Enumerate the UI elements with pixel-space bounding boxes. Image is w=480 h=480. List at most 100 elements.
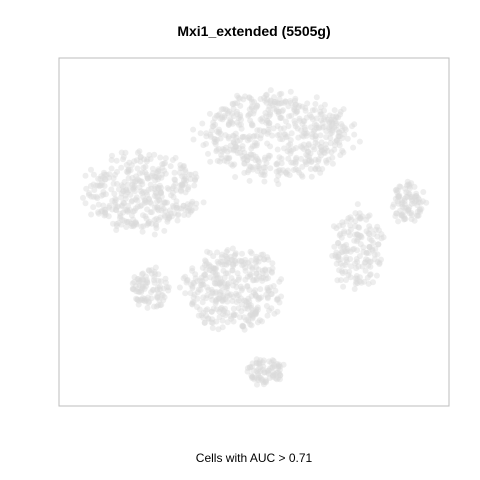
scatter-point (405, 207, 411, 214)
scatter-point (106, 204, 113, 211)
scatter-point (227, 253, 234, 260)
scatter-point (413, 193, 420, 200)
scatter-point (153, 221, 159, 227)
scatter-point (197, 286, 204, 293)
scatter-point (220, 294, 227, 301)
scatter-point (248, 250, 255, 257)
scatter-point (245, 167, 252, 174)
scatter-point (333, 137, 340, 144)
scatter-point (218, 282, 225, 289)
scatter-point (285, 123, 292, 130)
scatter-point (142, 197, 149, 204)
scatter-point (120, 187, 127, 194)
scatter-point (253, 140, 260, 147)
scatter-point (149, 165, 156, 172)
scatter-point (230, 282, 237, 289)
scatter-point (238, 258, 245, 264)
scatter-point (223, 154, 230, 161)
scatter-point (401, 215, 408, 222)
scatter-point (230, 133, 237, 140)
scatter-point (344, 135, 351, 142)
scatter-point (151, 173, 158, 180)
scatter-point (228, 161, 235, 168)
scatter-point (244, 365, 251, 372)
scatter-point (292, 101, 299, 108)
scatter-point (102, 211, 109, 218)
scatter-point (144, 279, 150, 285)
scatter-point (223, 258, 230, 265)
scatter-point (98, 173, 105, 180)
scatter-point (392, 195, 399, 202)
scatter-point (230, 105, 237, 112)
scatter-point (125, 166, 132, 173)
scatter-point (296, 169, 303, 176)
scatter-point (212, 272, 219, 279)
scatter-point (149, 170, 156, 177)
scatter-point (213, 306, 220, 313)
scatter-point (312, 156, 319, 163)
scatter-point (190, 279, 197, 286)
scatter-point (264, 369, 271, 376)
scatter-point (181, 212, 188, 218)
scatter-point (124, 189, 131, 196)
scatter-point (255, 360, 262, 367)
scatter-point (277, 114, 284, 121)
scatter-point (270, 372, 277, 379)
scatter-point (336, 267, 343, 274)
scatter-point (137, 158, 144, 165)
scatter-point (138, 188, 144, 195)
scatter-point (414, 202, 421, 209)
scatter-point (246, 177, 253, 184)
scatter-point (131, 188, 138, 195)
scatter-point (256, 255, 263, 261)
scatter-point (253, 360, 260, 367)
scatter-point (124, 219, 131, 226)
scatter-point (337, 111, 344, 118)
scatter-point (166, 213, 173, 220)
scatter-point (152, 183, 159, 190)
scatter-point (352, 231, 358, 238)
scatter-point (374, 233, 381, 240)
scatter-point (207, 158, 214, 165)
scatter-point (343, 218, 350, 225)
scatter-point (160, 297, 167, 304)
scatter-point (217, 306, 224, 313)
scatter-point (132, 283, 139, 290)
scatter-point (242, 264, 249, 271)
scatter-point (355, 224, 362, 231)
scatter-point (354, 236, 361, 243)
scatter-point (151, 185, 158, 192)
scatter-point (402, 207, 409, 214)
scatter-point (212, 290, 219, 297)
scatter-point (118, 182, 125, 189)
scatter-point (269, 260, 276, 267)
scatter-point (251, 376, 258, 383)
scatter-point (305, 141, 312, 147)
scatter-point (398, 201, 405, 208)
scatter-point (82, 172, 89, 179)
scatter-point (147, 174, 154, 181)
scatter-point (336, 129, 343, 136)
scatter-point (231, 312, 237, 319)
scatter-point (209, 296, 216, 303)
scatter-point (235, 94, 242, 101)
scatter-point (333, 114, 340, 121)
scatter-point (191, 291, 198, 298)
scatter-point (254, 168, 261, 174)
scatter-point (267, 165, 274, 172)
scatter-point (261, 156, 268, 163)
scatter-point (356, 210, 363, 217)
scatter-point (261, 256, 267, 263)
scatter-point (123, 186, 130, 193)
scatter-point (132, 196, 139, 203)
scatter-point (155, 207, 162, 214)
scatter-point (401, 195, 408, 202)
scatter-point (352, 280, 359, 287)
scatter-point (229, 162, 236, 169)
scatter-point (179, 182, 186, 189)
scatter-point (106, 171, 113, 178)
scatter-point (102, 209, 109, 216)
scatter-point (205, 150, 211, 157)
scatter-point (292, 97, 298, 104)
scatter-point (237, 113, 244, 120)
